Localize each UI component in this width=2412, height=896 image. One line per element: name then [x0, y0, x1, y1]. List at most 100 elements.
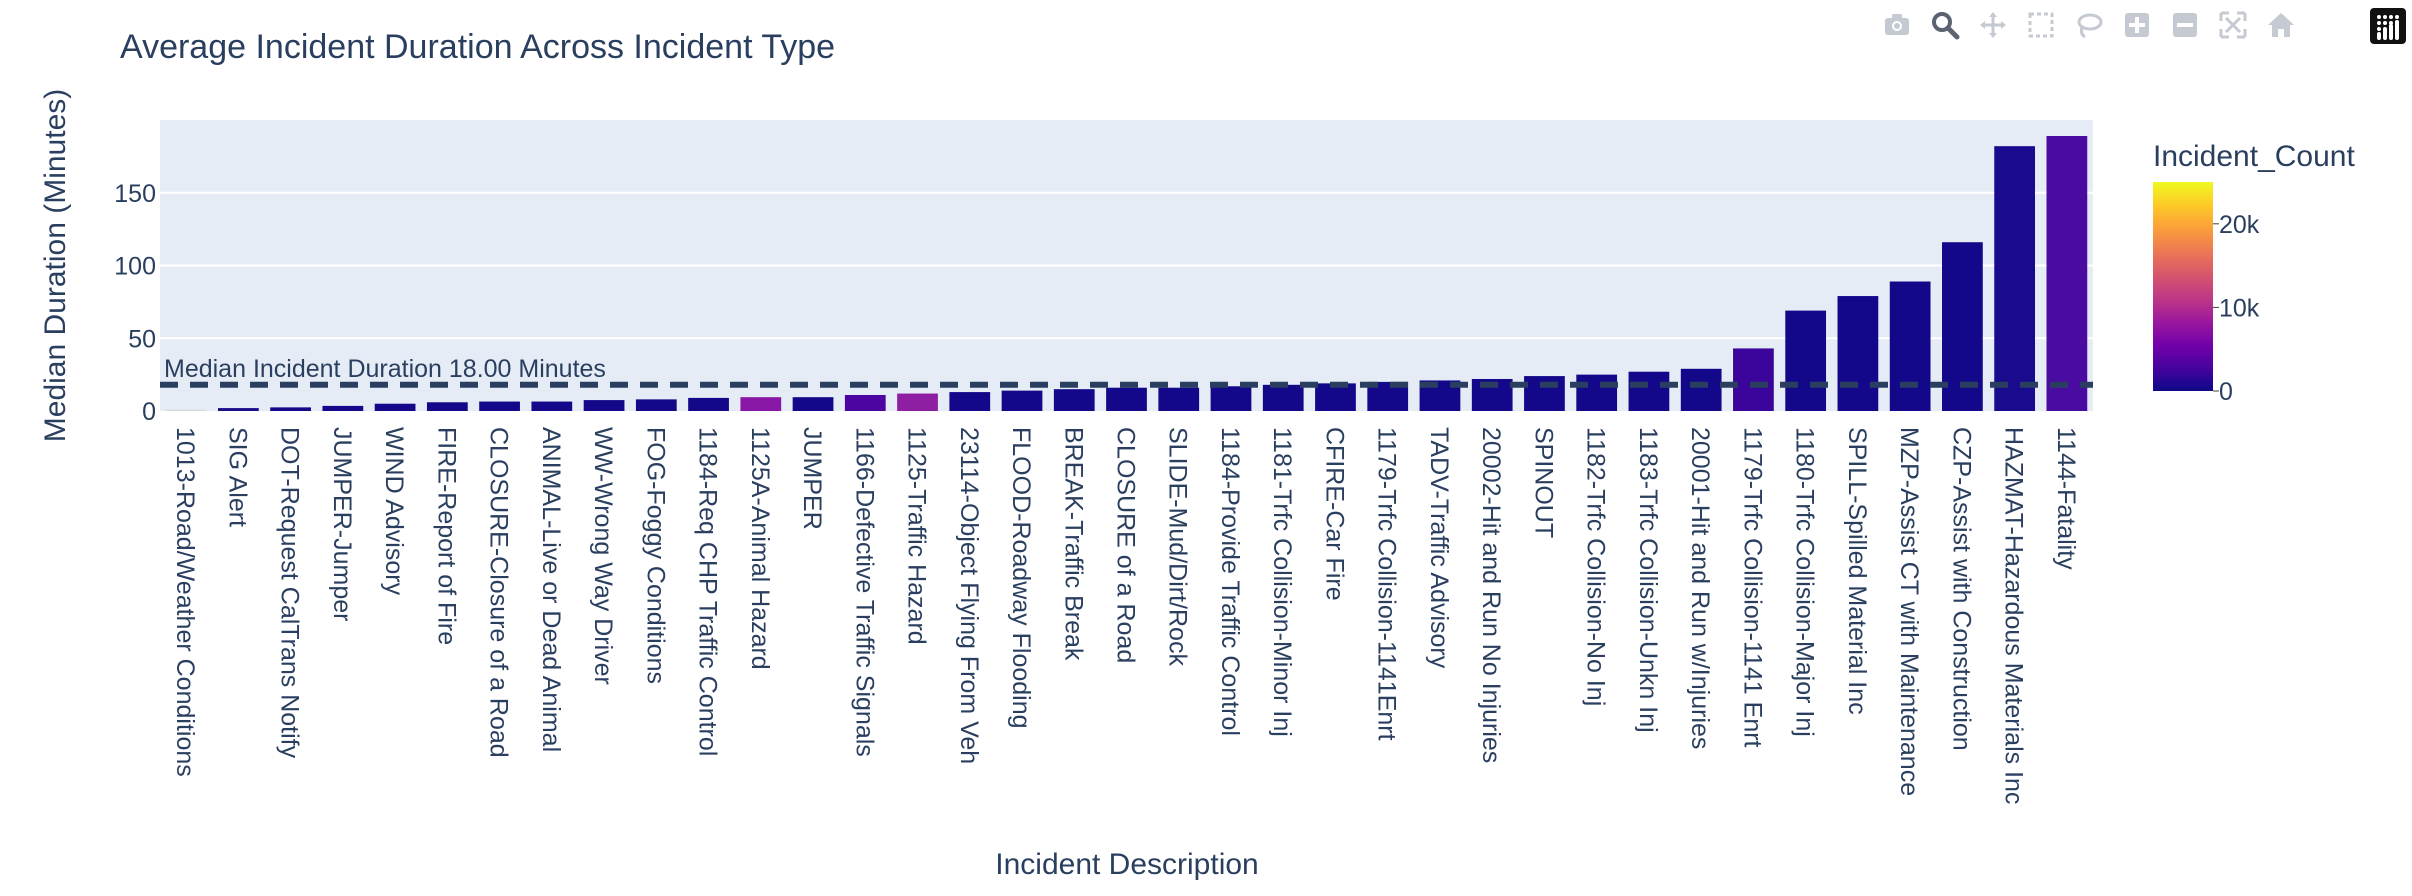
x-tick-label: JUMPER-Jumper — [328, 427, 356, 621]
lasso-select-icon[interactable] — [2072, 8, 2106, 42]
bar[interactable] — [1262, 384, 1304, 411]
bar[interactable] — [531, 401, 573, 411]
x-tick-label: 1182-Trfc Collision-No Inj — [1582, 427, 1610, 706]
colorbar-tick-label: 20k — [2219, 211, 2260, 239]
bar[interactable] — [374, 403, 416, 411]
bar[interactable] — [1001, 390, 1043, 411]
x-tick-label: FIRE-Report of Fire — [432, 427, 460, 645]
bar[interactable] — [322, 405, 364, 411]
x-tick-label: DOT-Request CalTrans Notify — [276, 427, 304, 759]
x-tick-label: JUMPER — [798, 427, 826, 530]
bar[interactable] — [688, 397, 729, 411]
x-tick-label: HAZMAT-Hazardous Materials Inc — [2000, 427, 2028, 804]
x-tick-label: WW-Wrong Way Driver — [589, 427, 617, 685]
x-tick-label: SPINOUT — [1529, 427, 1557, 538]
grid-lines — [160, 191, 2093, 340]
colorbar-title: Incident_Count — [2153, 140, 2355, 173]
x-tick-label: CFIRE-Car Fire — [1320, 427, 1348, 601]
bar[interactable] — [1994, 146, 2036, 411]
bar[interactable] — [1524, 376, 1565, 411]
bar[interactable] — [635, 399, 677, 411]
chart-title: Average Incident Duration Across Inciden… — [120, 28, 835, 66]
colorbar-gradient — [2153, 182, 2213, 391]
y-tick-label: 0 — [142, 398, 156, 426]
x-tick-label: WIND Advisory — [380, 427, 408, 596]
bar[interactable] — [217, 408, 259, 411]
bar[interactable] — [897, 393, 938, 411]
x-axis-label: Incident Description — [995, 848, 1258, 881]
bar[interactable] — [1210, 386, 1252, 411]
colorbar-tick-label: 0 — [2219, 378, 2233, 406]
bar[interactable] — [270, 407, 311, 411]
y-tick-label: 150 — [114, 180, 156, 208]
x-tick-label: 1013-Road/Weather Conditions — [171, 427, 199, 777]
autoscale-icon[interactable] — [2216, 8, 2250, 42]
x-tick-label: 1184-Req CHP Traffic Control — [694, 427, 722, 756]
x-tick-label: 1181-Trfc Collision-Minor Inj — [1268, 427, 1296, 737]
x-tick-label: TADV-Traffic Advisory — [1425, 427, 1453, 669]
box-select-icon[interactable] — [2024, 8, 2058, 42]
bar[interactable] — [1733, 348, 1774, 411]
x-tick-label: 1166-Defective Traffic Signals — [850, 427, 878, 757]
bar[interactable] — [792, 397, 834, 411]
plotly-logo-icon[interactable] — [2370, 8, 2406, 44]
pan-icon[interactable] — [1976, 8, 2010, 42]
y-tick-label: 50 — [128, 325, 156, 353]
bar[interactable] — [1158, 387, 1200, 411]
x-tick-label: CZP-Assist with Construction — [1947, 427, 1975, 751]
bar[interactable] — [844, 394, 886, 411]
camera-icon[interactable] — [1880, 8, 1914, 42]
bar[interactable] — [426, 402, 468, 411]
bar[interactable] — [479, 401, 520, 411]
bar[interactable] — [2046, 136, 2088, 411]
bar[interactable] — [1315, 383, 1356, 411]
bar[interactable] — [1785, 310, 1827, 411]
x-tick-labels: 1013-Road/Weather Conditions SIG Alert DOT… — [171, 427, 2080, 804]
x-tick-label: 23114-Object Flying From Veh — [955, 427, 983, 764]
y-tick-labels: 0 50 100 150 — [114, 180, 156, 426]
zoom-out-icon[interactable] — [2168, 8, 2202, 42]
x-tick-label: 1179-Trfc Collision-1141 Enrt — [1738, 427, 1766, 748]
x-tick-label: 1183-Trfc Collision-Unkn Inj — [1634, 427, 1662, 733]
x-tick-label: 20001-Hit and Run w/Injuries — [1686, 427, 1714, 749]
x-tick-label: CLOSURE-Closure of a Road — [485, 427, 513, 758]
bar[interactable] — [1889, 281, 1931, 411]
modebar — [1880, 8, 2312, 42]
bar[interactable] — [1053, 389, 1095, 411]
y-tick-label: 100 — [114, 253, 156, 281]
bar[interactable] — [1576, 374, 1618, 411]
x-tick-label: SPILL-Spilled Material Inc — [1843, 427, 1871, 715]
bar[interactable] — [1680, 368, 1722, 411]
x-tick-label: SLIDE-Mud/Dirt/Rock — [1164, 427, 1192, 666]
bar[interactable] — [583, 400, 625, 411]
x-tick-label: MZP-Assist CT with Maintenance — [1895, 427, 1923, 796]
x-tick-label: ANIMAL-Live or Dead Animal — [537, 427, 565, 752]
x-tick-label: 1180-Trfc Collision-Major Inj — [1791, 427, 1819, 737]
bar[interactable] — [740, 397, 782, 411]
colorbar-tick-label: 10k — [2219, 294, 2260, 322]
colorbar-tick-labels: 0 10k 20k — [2213, 211, 2260, 406]
x-tick-label: SIG Alert — [223, 427, 251, 527]
x-tick-label: 1125A-Animal Hazard — [746, 427, 774, 670]
x-tick-label: BREAK-Traffic Break — [1059, 427, 1087, 661]
bar[interactable] — [1628, 371, 1670, 411]
x-tick-label: 1184-Provide Traffic Control — [1216, 427, 1244, 736]
bar[interactable] — [165, 409, 207, 411]
x-tick-label: CLOSURE of a Road — [1112, 427, 1140, 663]
zoom-icon[interactable] — [1928, 8, 1962, 42]
median-reference-label: Median Incident Duration 18.00 Minutes — [164, 355, 606, 383]
x-tick-label: 1125-Traffic Hazard — [903, 427, 931, 645]
x-tick-label: 1144-Fatality — [2052, 427, 2080, 570]
x-tick-label: 1179-Trfc Collision-1141Enrt — [1373, 427, 1401, 741]
x-tick-label: FOG-Foggy Conditions — [641, 427, 669, 684]
reset-axes-icon[interactable] — [2264, 8, 2298, 42]
bar[interactable] — [949, 392, 991, 411]
y-axis-label: Median Duration (Minutes) — [39, 89, 72, 442]
x-tick-label: FLOOD-Roadway Flooding — [1007, 427, 1035, 729]
bar[interactable] — [1837, 296, 1879, 411]
bar[interactable] — [1106, 387, 1147, 411]
colorbar: Incident_Count 0 10k 20k — [2153, 140, 2355, 406]
x-tick-label: 20002-Hit and Run No Injuries — [1477, 427, 1505, 763]
zoom-in-icon[interactable] — [2120, 8, 2154, 42]
